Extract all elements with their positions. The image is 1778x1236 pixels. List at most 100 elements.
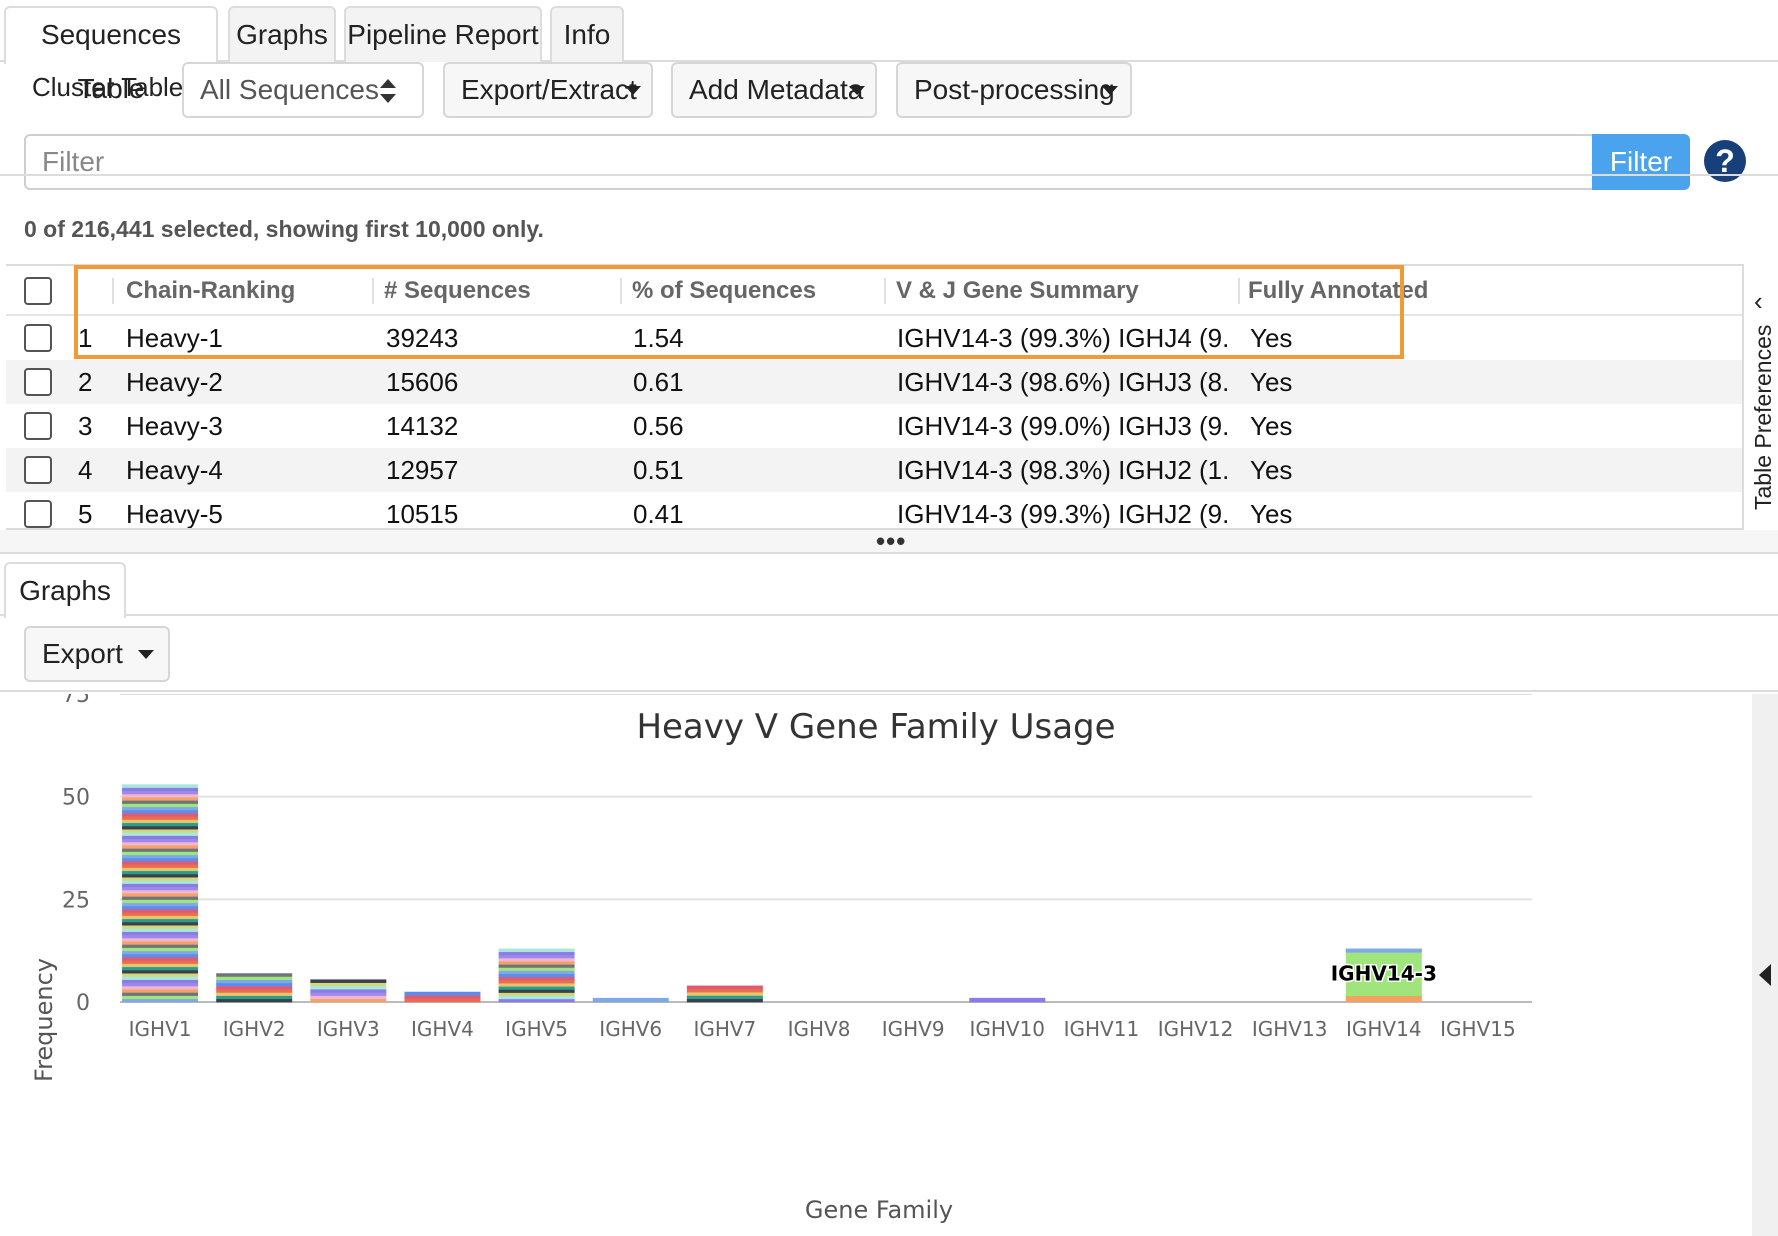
bar-ighv1[interactable] bbox=[122, 784, 199, 1003]
bar-segment[interactable] bbox=[122, 883, 199, 888]
bar-segment[interactable] bbox=[122, 803, 199, 808]
table-row[interactable]: 2 Heavy-2 15606 0.61 IGHV14-3 (98.6%) IG… bbox=[6, 360, 1748, 404]
bar-segment[interactable] bbox=[1345, 948, 1422, 953]
bar-segment[interactable] bbox=[1345, 948, 1422, 1002]
chevron-left-icon[interactable]: ‹ bbox=[1754, 286, 1763, 316]
bar-segment[interactable] bbox=[122, 809, 199, 814]
bar-segment[interactable] bbox=[122, 896, 199, 900]
bar-segment[interactable] bbox=[122, 992, 199, 996]
bar-segment[interactable] bbox=[122, 825, 199, 830]
bar-segment[interactable] bbox=[498, 983, 575, 987]
bar-segment[interactable] bbox=[122, 841, 199, 846]
bar-segment[interactable] bbox=[498, 961, 575, 965]
bar-segment[interactable] bbox=[216, 973, 293, 977]
bar-ighv2[interactable] bbox=[216, 973, 293, 1003]
bar-segment[interactable] bbox=[122, 848, 199, 852]
bar-ighv14[interactable] bbox=[1345, 948, 1422, 1002]
bar-segment[interactable] bbox=[122, 950, 199, 955]
bar-segment[interactable] bbox=[122, 835, 199, 840]
export-button[interactable]: Export bbox=[24, 626, 170, 682]
bar-segment[interactable] bbox=[216, 989, 293, 993]
bar-segment[interactable] bbox=[122, 931, 199, 936]
bar-segment[interactable] bbox=[122, 921, 199, 926]
row-checkbox[interactable] bbox=[24, 324, 52, 352]
bar-segment[interactable] bbox=[498, 951, 575, 956]
bar-segment[interactable] bbox=[404, 995, 481, 999]
column-header-fully-annotated[interactable]: Fully Annotated bbox=[1248, 277, 1429, 304]
bar-segment[interactable] bbox=[122, 960, 199, 964]
column-header-percent[interactable]: % of Sequences bbox=[632, 277, 817, 304]
bar-segment[interactable] bbox=[216, 986, 293, 990]
resize-handle-icon[interactable]: ••• bbox=[876, 526, 907, 556]
bar-segment[interactable] bbox=[1345, 996, 1422, 1002]
caret-left-icon[interactable] bbox=[1759, 964, 1771, 986]
bar-segment[interactable] bbox=[122, 963, 199, 968]
bar-segment[interactable] bbox=[498, 964, 575, 968]
bar-ighv3[interactable] bbox=[310, 979, 387, 1003]
bar-segment[interactable] bbox=[122, 915, 199, 920]
bar-segment[interactable] bbox=[122, 909, 199, 913]
row-checkbox[interactable] bbox=[24, 456, 52, 484]
table-row[interactable]: 4 Heavy-4 12957 0.51 IGHV14-3 (98.3%) IG… bbox=[6, 448, 1748, 492]
bar-segment[interactable] bbox=[686, 985, 763, 990]
row-checkbox[interactable] bbox=[24, 368, 52, 396]
filter-button[interactable]: Filter bbox=[1592, 134, 1690, 190]
bar-segment[interactable] bbox=[498, 967, 575, 971]
row-checkbox[interactable] bbox=[24, 500, 52, 528]
bar-segment[interactable] bbox=[686, 995, 763, 1000]
bar-segment[interactable] bbox=[122, 995, 199, 1000]
bar-ighv5[interactable] bbox=[498, 948, 575, 1003]
cluster-table-select[interactable]: All Sequences bbox=[182, 62, 424, 118]
tab-graphs[interactable]: Graphs bbox=[228, 6, 336, 62]
bar-segment[interactable] bbox=[122, 790, 199, 795]
bar-segment[interactable] bbox=[310, 989, 387, 993]
bar-segment[interactable] bbox=[498, 986, 575, 990]
bar-segment[interactable] bbox=[122, 829, 199, 833]
bar-segment[interactable] bbox=[498, 976, 575, 981]
bar-segment[interactable] bbox=[122, 800, 199, 804]
bar-ighv4[interactable] bbox=[404, 991, 481, 1003]
bar-segment[interactable] bbox=[122, 998, 199, 1003]
bar-segment[interactable] bbox=[216, 992, 293, 996]
bar-segment[interactable] bbox=[310, 995, 387, 1000]
bar-segment[interactable] bbox=[498, 995, 575, 1000]
bar-segment[interactable] bbox=[498, 973, 575, 978]
bar-segment[interactable] bbox=[122, 819, 199, 824]
bar-segment[interactable] bbox=[498, 989, 575, 993]
bar-segment[interactable] bbox=[122, 941, 199, 945]
bar-segment[interactable] bbox=[122, 905, 199, 910]
bar-segment[interactable] bbox=[122, 813, 199, 817]
bar-segment[interactable] bbox=[122, 806, 199, 811]
filter-input[interactable] bbox=[24, 134, 1594, 190]
bar-segment[interactable] bbox=[122, 838, 199, 843]
bar-segment[interactable] bbox=[216, 979, 293, 984]
bar-segment[interactable] bbox=[310, 982, 387, 987]
bar-segment[interactable] bbox=[122, 816, 199, 820]
export-extract-button[interactable]: Export/Extract bbox=[443, 62, 653, 118]
bar-segment[interactable] bbox=[122, 925, 199, 929]
column-header-vj-summary[interactable]: V & J Gene Summary bbox=[896, 277, 1139, 304]
tab-pipeline-report[interactable]: Pipeline Report bbox=[344, 6, 542, 62]
bar-segment[interactable] bbox=[122, 851, 199, 856]
column-header-sequences[interactable]: # Sequences bbox=[384, 277, 531, 304]
bar-segment[interactable] bbox=[122, 989, 199, 993]
tab-info[interactable]: Info bbox=[550, 6, 624, 62]
bar-segment[interactable] bbox=[122, 985, 199, 990]
bar-segment[interactable] bbox=[216, 976, 293, 980]
bar-segment[interactable] bbox=[310, 979, 387, 983]
bar-segment[interactable] bbox=[122, 870, 199, 875]
bar-segment[interactable] bbox=[122, 845, 199, 849]
bar-segment[interactable] bbox=[122, 937, 199, 942]
add-metadata-button[interactable]: Add Metadata bbox=[671, 62, 877, 118]
bar-segment[interactable] bbox=[310, 992, 387, 996]
bar-segment[interactable] bbox=[122, 918, 199, 923]
bar-segment[interactable] bbox=[404, 998, 481, 1003]
bar-segment[interactable] bbox=[122, 784, 199, 788]
bar-segment[interactable] bbox=[122, 976, 199, 980]
bar-segment[interactable] bbox=[592, 997, 669, 1003]
bar-segment[interactable] bbox=[498, 954, 575, 959]
bar-segment[interactable] bbox=[122, 966, 199, 971]
bar-segment[interactable] bbox=[122, 873, 199, 878]
bar-segment[interactable] bbox=[122, 973, 199, 977]
bar-segment[interactable] bbox=[122, 861, 199, 865]
